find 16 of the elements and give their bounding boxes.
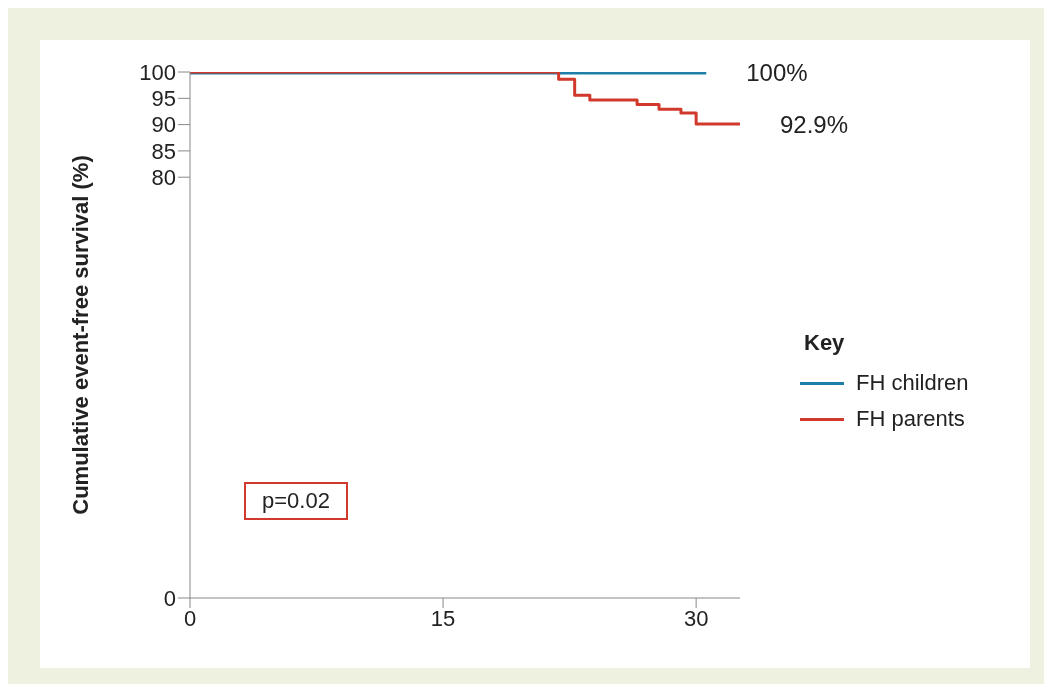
x-tick-label: 30: [683, 605, 709, 631]
y-tick-label: 80: [151, 165, 176, 191]
y-tick-label: 100: [139, 59, 176, 85]
annotation: 92.9%: [780, 110, 849, 138]
annotation: p=0.02: [244, 482, 348, 520]
y-axis-title: Cumulative event-free survival (%): [67, 155, 93, 515]
legend-label: FH children: [856, 370, 969, 396]
legend-label: FH parents: [856, 406, 965, 432]
y-tick-label: 85: [151, 138, 176, 164]
annotation: 100%: [746, 58, 808, 86]
legend-title: Key: [804, 330, 846, 356]
x-tick-label: 15: [430, 605, 456, 631]
x-tick-label: 0: [183, 605, 197, 631]
y-tick-label: 90: [151, 112, 176, 138]
y-tick-label: 0: [163, 585, 176, 611]
y-tick-label: 95: [151, 86, 176, 112]
